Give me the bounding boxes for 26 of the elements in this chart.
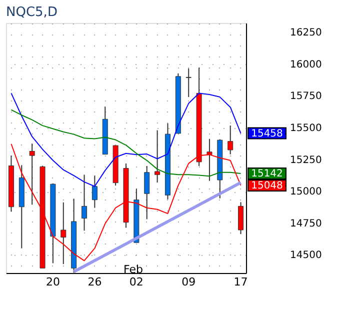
chart-title: NQC5,D [6, 5, 58, 20]
candlestick [144, 166, 150, 220]
candlestick [228, 125, 234, 155]
x-tick-label: 20 [46, 276, 60, 288]
y-tick-label: 15500 [290, 122, 322, 134]
x-tick-label: 17 [234, 276, 248, 288]
candlestick [154, 130, 160, 184]
y-tick-label: 15000 [290, 186, 322, 198]
candlestick [92, 175, 98, 208]
y-tick-label: 15250 [290, 154, 322, 166]
y-tick-label: 14750 [290, 218, 322, 230]
annotation: Feb [123, 263, 143, 276]
y-tick-label: 15750 [290, 91, 322, 102]
data-label: 15142 [251, 168, 283, 180]
y-tick-label: 16250 [290, 28, 322, 39]
candlestick [82, 174, 88, 232]
candlestick [186, 68, 192, 98]
x-tick-label: 09 [182, 276, 196, 288]
y-tick-label: 16000 [290, 59, 322, 70]
line-series [10, 109, 242, 177]
x-tick-label: 02 [129, 276, 144, 288]
candlestick [238, 202, 244, 235]
data-label: 15458 [251, 128, 283, 140]
x-tick-label: 26 [88, 276, 102, 288]
y-tick-label: 14500 [290, 250, 322, 262]
data-label: 15048 [251, 180, 283, 192]
